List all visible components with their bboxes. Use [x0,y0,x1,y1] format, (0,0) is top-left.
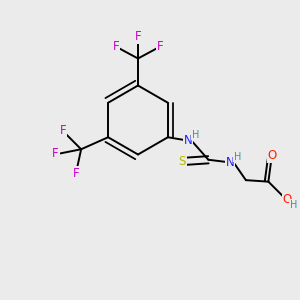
Text: H: H [290,200,297,210]
Text: F: F [113,40,119,53]
Text: F: F [135,30,141,43]
Text: O: O [283,193,292,206]
Text: F: F [52,147,59,160]
Text: F: F [60,124,66,137]
Text: F: F [157,40,163,53]
Text: O: O [268,149,277,162]
Text: N: N [226,156,235,169]
Text: S: S [178,155,186,168]
Text: H: H [234,152,241,162]
Text: N: N [184,134,193,147]
Text: H: H [192,130,199,140]
Text: F: F [73,167,80,180]
